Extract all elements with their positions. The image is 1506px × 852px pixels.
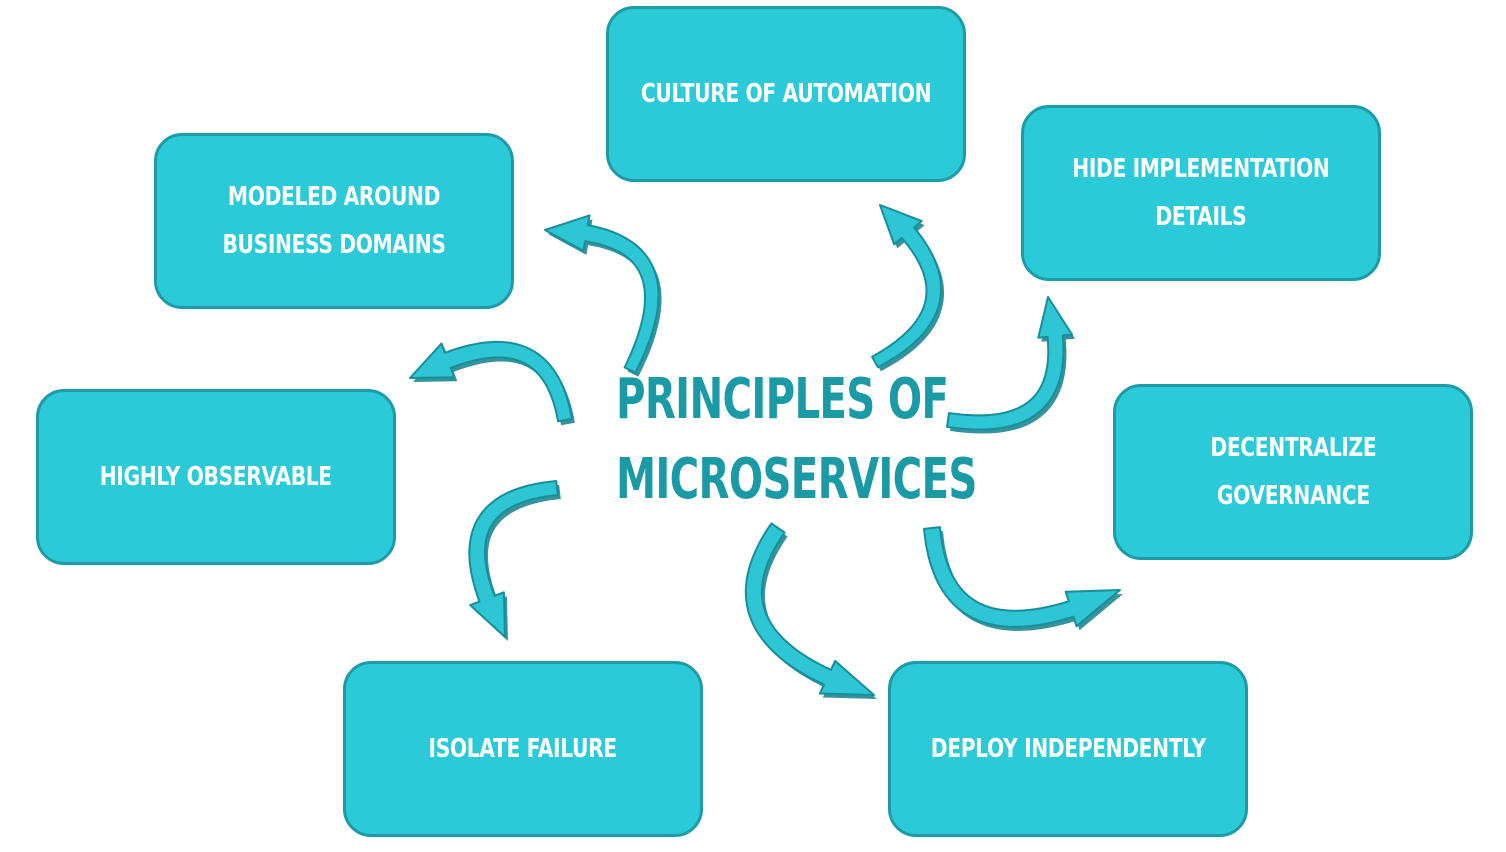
arrow-to-domains-body <box>544 214 660 374</box>
node-label-line: CULTURE OF AUTOMATION <box>640 79 932 109</box>
node-label-line: ISOLATE FAILURE <box>428 734 618 764</box>
node-highly-observable: HIGHLY OBSERVABLE <box>36 389 396 565</box>
title-line-2: MICROSERVICES <box>616 447 977 512</box>
arrow-to-deploy-body <box>744 522 875 696</box>
node-label-line: HIGHLY OBSERVABLE <box>99 462 333 492</box>
arrow-to-isolate-body <box>468 480 559 638</box>
node-label-line: DETAILS <box>1155 202 1247 232</box>
node-label: HIDE IMPLEMENTATION DETAILS <box>1072 145 1330 241</box>
node-culture-of-automation: CULTURE OF AUTOMATION <box>606 6 966 182</box>
arrow-to-decentral-body <box>923 526 1121 628</box>
arrow-to-automation <box>871 204 944 372</box>
arrow-to-observable <box>409 340 575 426</box>
node-label-line: DECENTRALIZE <box>1210 433 1376 463</box>
arrow-to-hide-body <box>946 296 1074 431</box>
node-label: ISOLATE FAILURE <box>428 725 618 773</box>
node-deploy-independently: DEPLOY INDEPENDENTLY <box>888 661 1248 837</box>
node-label-line: GOVERNANCE <box>1216 481 1370 511</box>
node-hide-implementation-details: HIDE IMPLEMENTATION DETAILS <box>1021 105 1381 281</box>
node-label: DEPLOY INDEPENDENTLY <box>930 725 1205 773</box>
arrow-to-decentral <box>923 526 1123 631</box>
node-label: DECENTRALIZE GOVERNANCE <box>1210 424 1376 520</box>
node-isolate-failure: ISOLATE FAILURE <box>343 661 703 837</box>
node-label: MODELED AROUND BUSINESS DOMAINS <box>222 173 445 269</box>
node-label-line: BUSINESS DOMAINS <box>222 230 446 260</box>
node-label-line: DEPLOY INDEPENDENTLY <box>930 734 1206 764</box>
arrow-to-observable-body <box>409 340 573 423</box>
node-decentralize-governance: DECENTRALIZE GOVERNANCE <box>1113 384 1473 560</box>
arrow-to-isolate <box>468 480 561 641</box>
center-title: PRINCIPLES OF MICROSERVICES <box>616 360 977 520</box>
node-label-line: HIDE IMPLEMENTATION <box>1072 154 1330 184</box>
arrow-to-deploy <box>744 522 877 699</box>
node-label-line: MODELED AROUND <box>227 182 441 212</box>
arrow-to-automation-body <box>871 204 942 369</box>
node-label: HIGHLY OBSERVABLE <box>100 453 332 501</box>
node-label: CULTURE OF AUTOMATION <box>640 70 932 118</box>
title-line-1: PRINCIPLES OF <box>616 367 949 432</box>
node-modeled-around-business-domains: MODELED AROUND BUSINESS DOMAINS <box>154 133 514 309</box>
arrow-to-hide <box>946 296 1076 434</box>
arrow-to-domains <box>544 214 662 377</box>
